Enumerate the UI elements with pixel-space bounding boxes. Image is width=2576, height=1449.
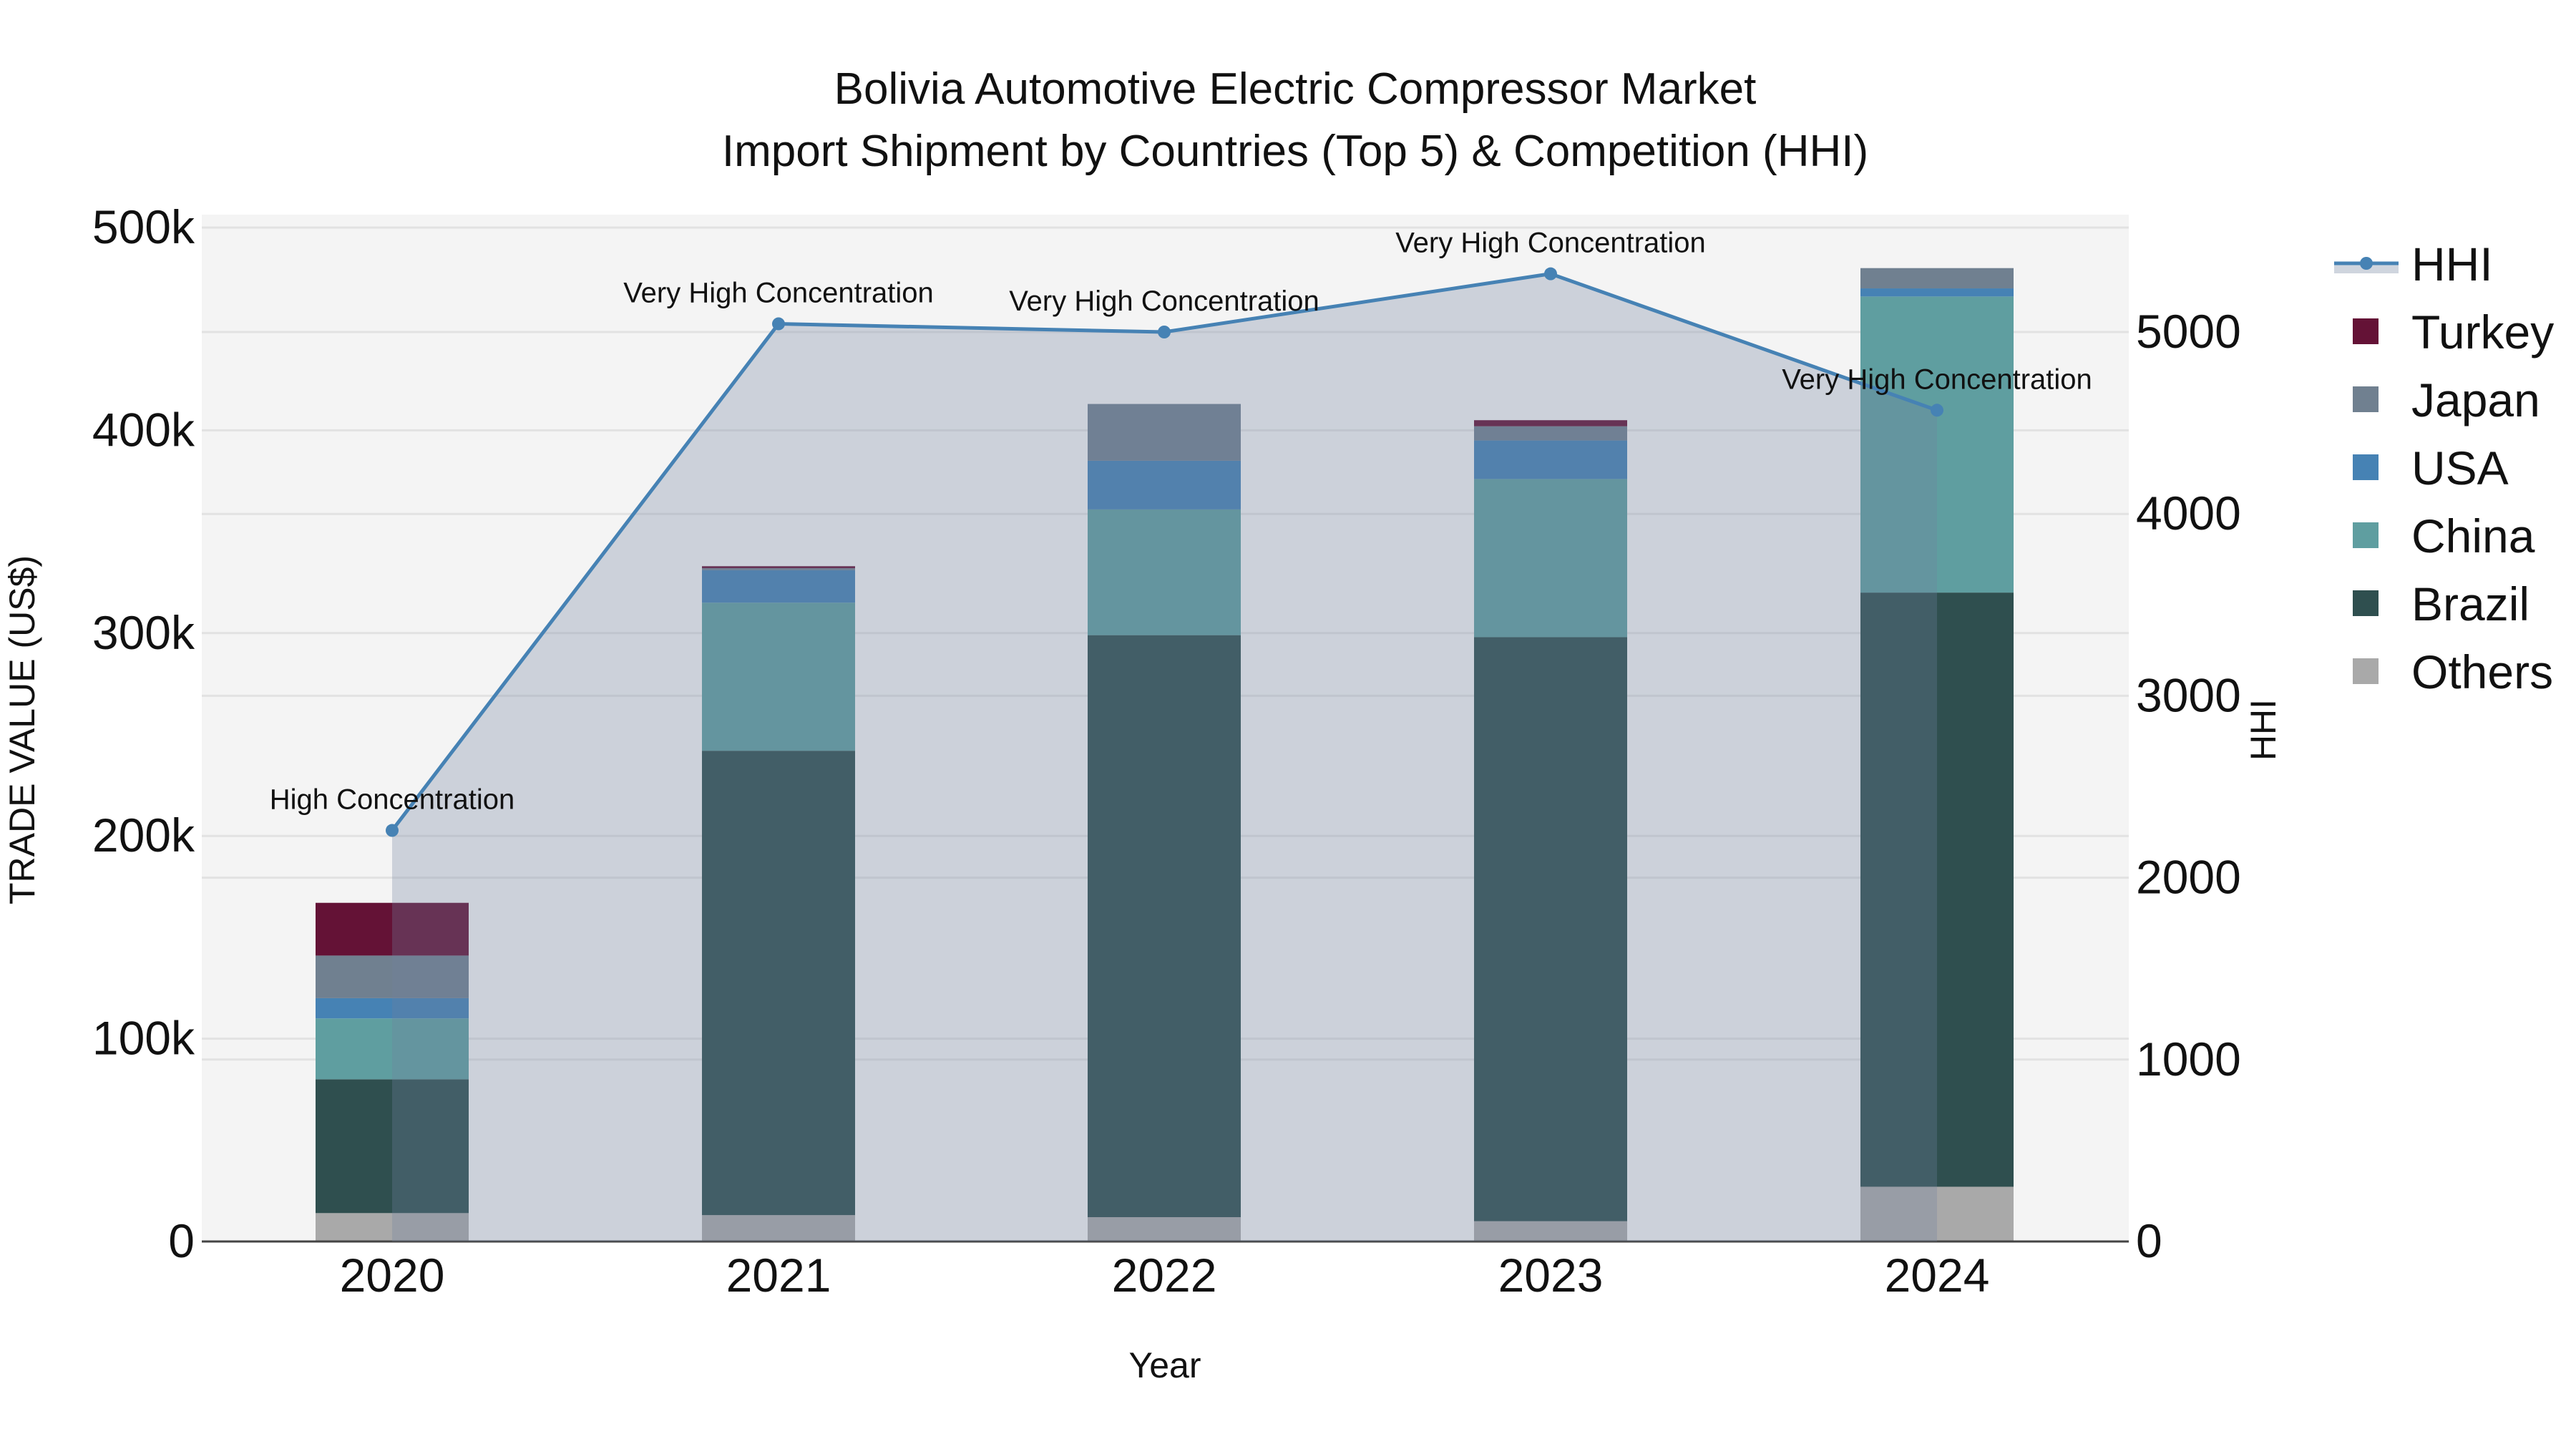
legend-label: China: [2411, 509, 2535, 562]
y-left-tick: 0: [168, 1214, 195, 1267]
legend-label: Brazil: [2411, 577, 2529, 630]
legend-label: HHI: [2411, 238, 2493, 291]
y-left-tick: 200k: [92, 809, 195, 862]
x-tick: 2020: [340, 1249, 445, 1302]
legend-item-others[interactable]: Others: [2353, 645, 2553, 698]
x-tick: 2022: [1112, 1249, 1217, 1302]
hhi-annotations: High Concentration Very High Concentratio…: [270, 228, 2092, 816]
y-axis-left-title: TRADE VALUE (US$): [2, 555, 42, 904]
hhi-marker[interactable]: [772, 317, 785, 331]
legend-swatch-icon: [2353, 522, 2379, 548]
y-right-tick: 1000: [2136, 1033, 2241, 1085]
title-line-1: Bolivia Automotive Electric Compressor M…: [834, 64, 1757, 114]
legend-item-china[interactable]: China: [2353, 509, 2535, 562]
bar-segment-usa[interactable]: [1088, 460, 1241, 509]
bar-segment-usa[interactable]: [316, 997, 469, 1019]
legend-item-hhi[interactable]: HHI: [2334, 238, 2493, 291]
bar-segment-usa[interactable]: [1860, 288, 2014, 297]
bar-segment-japan[interactable]: [702, 568, 855, 570]
legend-swatch-icon: [2353, 658, 2379, 684]
bar-segment-japan[interactable]: [1474, 426, 1627, 441]
legend: HHI Turkey Japan USA China Brazil Others: [2334, 238, 2554, 698]
y-axis-left-ticks: 0 100k 200k 300k 400k 500k: [92, 200, 195, 1267]
legend-swatch-icon: [2353, 386, 2379, 412]
bar-segment-china[interactable]: [1088, 509, 1241, 635]
x-axis-title: Year: [1128, 1345, 1201, 1385]
x-tick: 2023: [1498, 1249, 1604, 1302]
bar-segment-japan[interactable]: [1088, 404, 1241, 461]
bar-segment-brazil[interactable]: [1088, 635, 1241, 1217]
title-line-2: Import Shipment by Countries (Top 5) & C…: [722, 127, 1868, 176]
x-tick: 2024: [1885, 1249, 1990, 1302]
legend-label: Japan: [2411, 374, 2540, 426]
bar-segment-turkey[interactable]: [1474, 420, 1627, 426]
bar-segment-brazil[interactable]: [702, 751, 855, 1216]
y-right-tick: 4000: [2136, 487, 2241, 540]
y-axis-right-ticks: 0 1000 2000 3000 4000 5000: [2136, 305, 2241, 1267]
hhi-marker[interactable]: [1158, 326, 1171, 338]
bar-segment-japan[interactable]: [1860, 268, 2014, 289]
y-right-tick: 0: [2136, 1214, 2162, 1267]
hhi-legend-marker-icon: [2360, 257, 2373, 270]
bar-segment-turkey[interactable]: [316, 902, 469, 956]
bar-segment-others[interactable]: [1088, 1216, 1241, 1241]
bar-segment-china[interactable]: [702, 602, 855, 751]
y-axis-right-title: HHI: [2243, 699, 2283, 761]
bar-segment-usa[interactable]: [702, 570, 855, 603]
hhi-annotation: Very High Concentration: [623, 278, 934, 309]
hhi-annotation: High Concentration: [270, 784, 514, 816]
bar-segment-brazil[interactable]: [316, 1079, 469, 1214]
chart-title: Bolivia Automotive Electric Compressor M…: [722, 64, 1868, 176]
legend-item-brazil[interactable]: Brazil: [2353, 577, 2529, 630]
bar-segment-brazil[interactable]: [1474, 637, 1627, 1221]
bar-segment-china[interactable]: [316, 1018, 469, 1080]
hhi-marker[interactable]: [1931, 404, 1943, 417]
y-left-tick: 400k: [92, 403, 195, 456]
legend-swatch-icon: [2353, 454, 2379, 480]
legend-label: Turkey: [2411, 306, 2554, 358]
bar-segment-china[interactable]: [1474, 479, 1627, 638]
legend-item-usa[interactable]: USA: [2353, 441, 2509, 494]
hhi-marker[interactable]: [1544, 267, 1557, 280]
bar-segment-japan[interactable]: [316, 955, 469, 998]
hhi-line: [386, 267, 1943, 837]
y-right-tick: 3000: [2136, 668, 2241, 721]
bar-segment-others[interactable]: [1860, 1186, 2014, 1241]
legend-item-turkey[interactable]: Turkey: [2353, 306, 2554, 358]
bar-segment-others[interactable]: [1474, 1221, 1627, 1241]
y-left-tick: 100k: [92, 1012, 195, 1065]
bar-segment-usa[interactable]: [1474, 440, 1627, 479]
legend-swatch-icon: [2353, 590, 2379, 616]
legend-swatch-icon: [2353, 318, 2379, 344]
bar-segment-others[interactable]: [316, 1213, 469, 1241]
y-left-tick: 500k: [92, 200, 195, 253]
bar-segment-brazil[interactable]: [1860, 592, 2014, 1187]
y-right-tick: 5000: [2136, 305, 2241, 358]
legend-label: USA: [2411, 441, 2509, 494]
legend-label: Others: [2411, 645, 2553, 698]
hhi-marker[interactable]: [386, 824, 399, 837]
hhi-annotation: Very High Concentration: [1782, 364, 2092, 395]
x-tick: 2021: [726, 1249, 831, 1302]
y-left-tick: 300k: [92, 606, 195, 659]
hhi-annotation: Very High Concentration: [1395, 228, 1706, 259]
bar-segment-china[interactable]: [1860, 296, 2014, 593]
y-right-tick: 2000: [2136, 851, 2241, 904]
bar-segment-turkey[interactable]: [702, 566, 855, 569]
bar-segment-others[interactable]: [702, 1215, 855, 1241]
hhi-area: [392, 273, 1937, 1241]
x-axis-ticks: 2020 2021 2022 2023 2024: [340, 1249, 1990, 1302]
hhi-annotation: Very High Concentration: [1009, 286, 1319, 317]
legend-item-japan[interactable]: Japan: [2353, 374, 2540, 426]
stacked-bars: [316, 268, 2014, 1241]
hhi-area-fill: [392, 273, 1937, 1241]
